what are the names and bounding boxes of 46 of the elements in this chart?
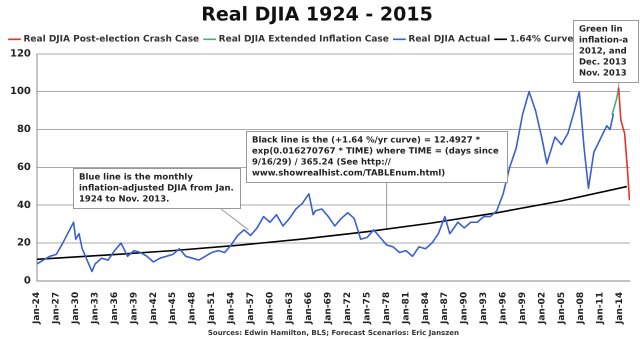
x-tick-label: Jan-02 xyxy=(537,292,548,326)
y-tick-label: 120 xyxy=(10,48,31,60)
x-tick-label: Jan-11 xyxy=(596,292,606,326)
x-tick-label: Jan-99 xyxy=(518,292,528,326)
chart-title: Real DJIA 1924 - 2015 xyxy=(201,3,433,26)
x-tick-label: Jan-87 xyxy=(440,292,450,326)
x-tick-label: Jan-05 xyxy=(556,292,567,326)
x-tick-label: Jan-48 xyxy=(188,292,198,326)
y-tick-label: 80 xyxy=(16,124,31,136)
y-tick-label: 100 xyxy=(10,86,31,98)
y-tick-label: 40 xyxy=(16,200,31,211)
x-tick-label: Jan-66 xyxy=(304,292,314,326)
legend-label: Real DJIA Actual xyxy=(408,34,490,45)
x-tick-label: Jan-63 xyxy=(284,292,295,326)
x-tick-label: Jan-42 xyxy=(148,292,159,326)
legend-label: Real DJIA Post-election Crash Case xyxy=(24,34,200,45)
x-tick-label: Jan-54 xyxy=(226,292,237,326)
x-tick-label: Jan-57 xyxy=(246,292,256,326)
y-tick-label: 20 xyxy=(16,238,31,249)
x-tick-label: Jan-08 xyxy=(576,292,586,326)
legend-label: 1.64% Curve xyxy=(510,34,574,45)
x-tick-label: Jan-96 xyxy=(498,292,509,326)
x-tick-label: Jan-69 xyxy=(324,292,334,326)
x-tick-label: Jan-45 xyxy=(168,292,178,326)
x-tick-label: Jan-51 xyxy=(207,292,218,326)
annotation: Green lin inflation-a 2012, and Dec. 2013 Nov. 2013 xyxy=(579,24,628,78)
annotation: Blue line is the monthly inflation-adjusted DJIA from Jan. 1924 to Nov. 2013. xyxy=(79,172,234,204)
y-tick-label: 60 xyxy=(16,162,31,173)
x-tick-label: Jan-72 xyxy=(343,292,354,326)
legend-label: Real DJIA Extended Inflation Case xyxy=(218,34,389,45)
x-tick-label: Jan-78 xyxy=(382,292,392,326)
x-tick-label: Jan-24 xyxy=(32,292,42,326)
x-tick-label: Jan-36 xyxy=(110,292,120,326)
x-tick-label: Jan-90 xyxy=(460,292,470,326)
annotation: Black line is the (+1.64 %/yr curve) = 12.4927 * exp(0.016270767 * TIME) where TIME = (days since 9/16/29) / 365.24 (See http:// www.showrealhist.com/TABLEnum.html) xyxy=(252,135,499,178)
x-tick-label: Jan-33 xyxy=(90,292,101,326)
x-tick-label: Jan-93 xyxy=(479,292,490,326)
x-tick-label: Jan-81 xyxy=(401,292,412,326)
x-tick-label: Jan-84 xyxy=(420,292,431,326)
x-tick-label: Jan-39 xyxy=(129,292,140,326)
x-tick-label: Jan-75 xyxy=(362,292,373,326)
x-tick-label: Jan-14 xyxy=(615,292,626,326)
x-tick-label: Jan-60 xyxy=(265,292,276,326)
x-tick-label: Jan-27 xyxy=(52,292,62,326)
x-tick-label: Jan-30 xyxy=(71,292,82,326)
y-tick-label: 0 xyxy=(24,276,31,287)
